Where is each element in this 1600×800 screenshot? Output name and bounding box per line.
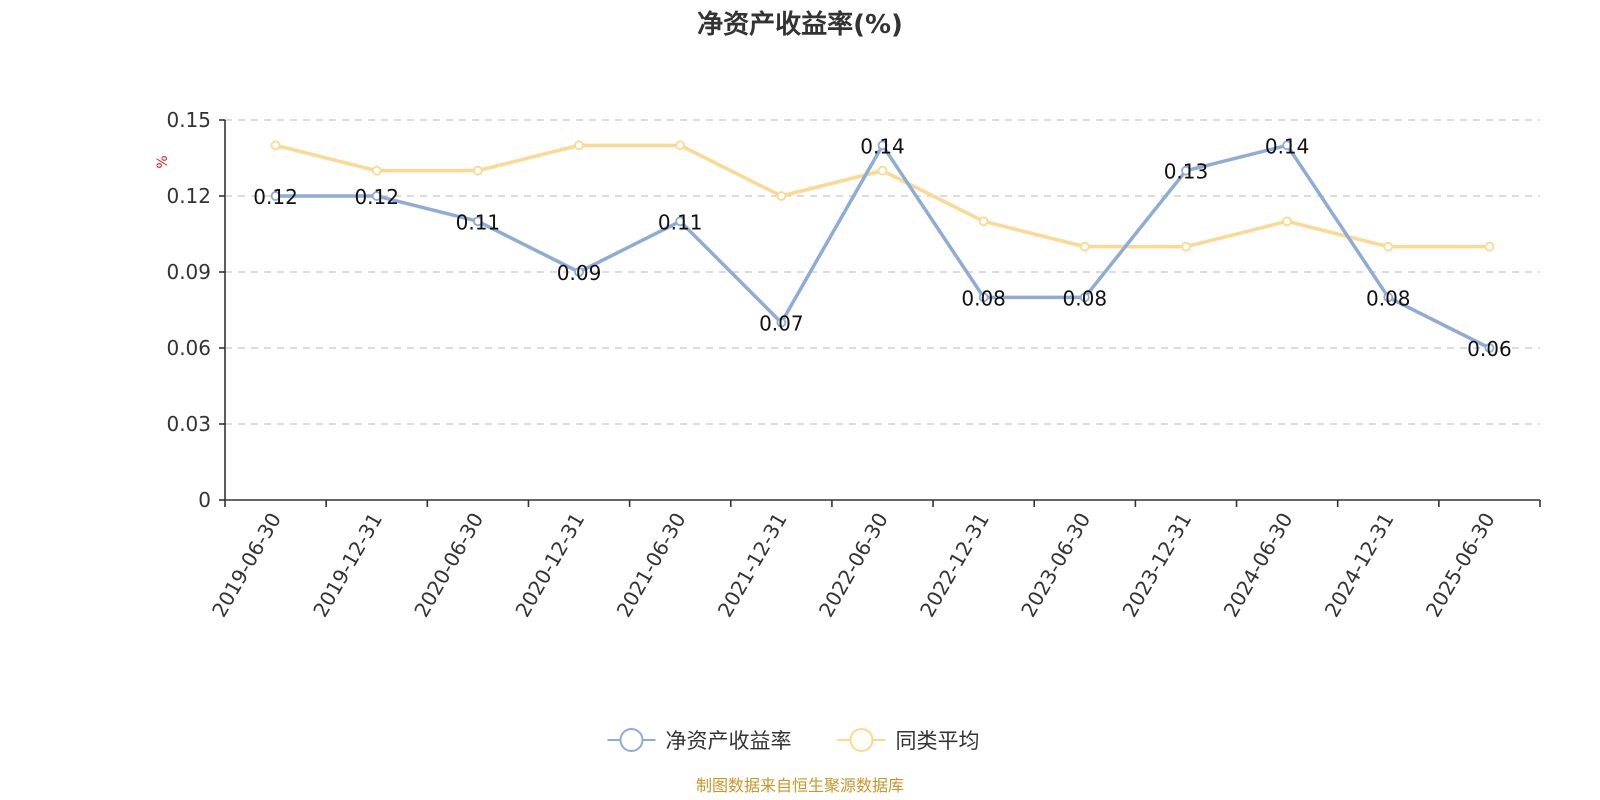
series-0-point-9 bbox=[1181, 165, 1191, 176]
series-0-point-1 bbox=[371, 191, 382, 201]
x-tick-label-11: 2024-12-31 bbox=[1320, 509, 1399, 622]
series-layer bbox=[270, 140, 1495, 353]
series-0-point-10 bbox=[1282, 140, 1293, 151]
x-tick-label-9: 2023-12-31 bbox=[1117, 509, 1196, 622]
y-tick-label-3: 0.09 bbox=[166, 260, 211, 284]
series-0-point-8 bbox=[1079, 292, 1090, 303]
data-label-0-2: 0.11 bbox=[456, 210, 501, 234]
series-0-point-3 bbox=[574, 267, 584, 277]
series-0-point-12 bbox=[1484, 343, 1495, 353]
y-tick-label-4: 0.12 bbox=[166, 184, 211, 208]
data-label-0-8: 0.08 bbox=[1063, 286, 1108, 310]
data-label-0-3: 0.09 bbox=[557, 261, 602, 285]
data-label-0-9: 0.13 bbox=[1164, 160, 1209, 184]
legend-item-0[interactable]: 净资产收益率 bbox=[607, 728, 792, 753]
series-0-point-0 bbox=[270, 191, 281, 201]
grid-layer bbox=[225, 119, 1540, 425]
y-tick-label-0: 0 bbox=[198, 488, 211, 512]
legend-marker-0 bbox=[619, 728, 644, 752]
series-1-point-6 bbox=[877, 165, 888, 176]
series-1-point-1 bbox=[371, 165, 382, 176]
series-1-point-12 bbox=[1484, 241, 1495, 252]
legend-label-0: 净资产收益率 bbox=[666, 729, 792, 753]
legend: 净资产收益率 同类平均 bbox=[607, 728, 980, 753]
data-label-layer: 0.12 0.12 0.11 0.09 0.11 0.07 0.14 0.08 0.08 0.13… bbox=[253, 134, 1511, 361]
series-1-point-0 bbox=[270, 140, 281, 151]
series-1-point-5 bbox=[776, 191, 787, 201]
x-tick-label-12: 2025-06-30 bbox=[1421, 509, 1500, 622]
y-tick-label-1: 0.03 bbox=[166, 412, 211, 436]
data-label-0-10: 0.14 bbox=[1265, 134, 1310, 158]
data-label-0-4: 0.11 bbox=[658, 210, 703, 234]
chart-title: 净资产收益率(%) bbox=[697, 9, 903, 40]
series-1-point-9 bbox=[1181, 241, 1191, 252]
data-label-0-6: 0.14 bbox=[860, 134, 905, 158]
x-tick-label-5: 2021-12-31 bbox=[713, 509, 792, 622]
x-tick-label-10: 2024-06-30 bbox=[1219, 509, 1298, 622]
series-0-point-11 bbox=[1383, 292, 1394, 303]
x-tick-label-2: 2020-06-30 bbox=[409, 509, 488, 622]
series-1-point-10 bbox=[1282, 216, 1293, 227]
series-0-point-4 bbox=[675, 216, 686, 227]
legend-marker-1 bbox=[849, 728, 874, 752]
series-0-point-5 bbox=[776, 317, 787, 328]
data-label-0-12: 0.06 bbox=[1467, 337, 1512, 361]
data-label-0-0: 0.12 bbox=[253, 185, 298, 209]
series-0-point-2 bbox=[472, 216, 483, 227]
x-tick-label-4: 2021-06-30 bbox=[612, 509, 691, 622]
series-1-point-8 bbox=[1079, 241, 1090, 252]
series-0-point-6 bbox=[877, 140, 888, 151]
x-tick-label-0: 2019-06-30 bbox=[207, 509, 286, 622]
x-tick-label-7: 2022-12-31 bbox=[915, 508, 994, 621]
series-1-point-3 bbox=[574, 140, 584, 151]
x-tick-label-6: 2022-06-30 bbox=[814, 509, 893, 622]
y-tick-label-5: 0.15 bbox=[166, 108, 211, 132]
data-label-0-5: 0.07 bbox=[759, 312, 804, 336]
legend-item-1[interactable]: 同类平均 bbox=[837, 728, 980, 753]
x-tick-label-3: 2020-12-31 bbox=[510, 509, 589, 622]
data-label-0-1: 0.12 bbox=[354, 185, 399, 209]
legend-label-1: 同类平均 bbox=[896, 729, 980, 753]
series-0-point-7 bbox=[978, 292, 989, 303]
y-tick-label-2: 0.06 bbox=[166, 336, 211, 360]
x-tick-label-8: 2023-06-30 bbox=[1016, 509, 1095, 622]
y-unit-label: % bbox=[155, 155, 171, 168]
series-1-point-7 bbox=[978, 216, 989, 227]
data-label-0-11: 0.08 bbox=[1366, 286, 1411, 310]
series-1-point-4 bbox=[675, 140, 686, 151]
data-label-0-7: 0.08 bbox=[961, 286, 1006, 310]
source-note: 制图数据来自恒生聚源数据库 bbox=[696, 776, 904, 795]
series-line-0 bbox=[275, 143, 1491, 350]
series-1-point-2 bbox=[472, 165, 483, 176]
x-tick-label-1: 2019-12-31 bbox=[308, 509, 387, 622]
series-1-point-11 bbox=[1383, 241, 1394, 252]
